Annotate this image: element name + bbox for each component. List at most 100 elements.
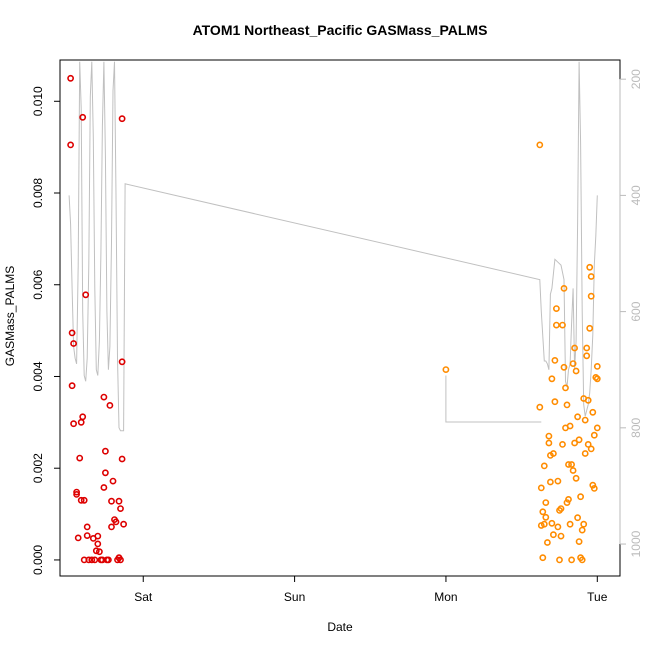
data-point xyxy=(590,484,598,492)
data-point xyxy=(117,505,124,512)
data-point xyxy=(74,534,82,542)
data-point xyxy=(560,284,568,292)
data-point xyxy=(551,398,559,406)
data-point xyxy=(88,556,96,564)
pressure-trace-layer xyxy=(68,61,598,432)
data-point xyxy=(118,358,126,366)
data-point xyxy=(120,520,127,528)
y-tick-label: 0.000 xyxy=(31,545,45,575)
data-point xyxy=(571,344,578,352)
x-tick-label: Sun xyxy=(284,590,305,604)
data-point xyxy=(584,440,592,448)
data-point xyxy=(77,496,85,504)
data-point xyxy=(586,324,594,332)
data-point xyxy=(575,538,583,545)
data-point xyxy=(80,496,88,504)
data-point xyxy=(547,478,554,486)
data-point xyxy=(100,393,108,401)
data-point xyxy=(574,413,581,421)
data-point xyxy=(566,520,574,528)
data-point xyxy=(539,554,547,562)
data-points-layer xyxy=(67,74,601,564)
data-point xyxy=(575,436,583,444)
data-point xyxy=(577,493,584,501)
x-axis-label: Date xyxy=(327,620,353,634)
data-point xyxy=(562,384,569,392)
data-point xyxy=(587,292,595,300)
y-tick-label: 0.010 xyxy=(31,86,45,116)
data-point xyxy=(545,439,553,447)
x-tick-label: Sat xyxy=(134,590,153,604)
data-point xyxy=(85,556,93,564)
data-point xyxy=(70,420,77,428)
data-point xyxy=(540,520,548,528)
data-point xyxy=(118,115,126,123)
data-point xyxy=(560,363,568,371)
right-tick-label: 1000 xyxy=(629,530,643,557)
data-point xyxy=(118,455,126,463)
data-point xyxy=(537,484,545,492)
right-tick-label: 600 xyxy=(629,301,643,321)
data-point xyxy=(551,356,559,364)
data-point xyxy=(92,547,100,555)
data-point xyxy=(566,422,574,430)
data-point xyxy=(563,401,571,409)
data-point xyxy=(94,540,102,548)
x-tick-label: Mon xyxy=(434,590,457,604)
right-pressure-axis: 200 400 600 800 1000 xyxy=(619,69,643,557)
data-point xyxy=(590,431,598,439)
data-point xyxy=(117,556,124,564)
data-point xyxy=(536,141,544,149)
data-point xyxy=(105,556,112,564)
right-tick-label: 200 xyxy=(629,69,643,89)
data-point xyxy=(557,532,565,540)
data-point xyxy=(542,513,550,521)
data-point xyxy=(580,520,588,528)
pressure-line-segment xyxy=(445,375,542,423)
y-tick-label: 0.002 xyxy=(31,453,45,483)
data-point xyxy=(565,461,572,468)
data-point xyxy=(559,321,566,329)
data-point xyxy=(544,539,551,546)
right-tick-label: 800 xyxy=(629,417,643,437)
chart-title: ATOM1 Northeast_Pacific GASMass_PALMS xyxy=(193,22,488,38)
data-point xyxy=(553,305,560,312)
data-point xyxy=(102,447,109,455)
data-point xyxy=(79,113,87,121)
data-point xyxy=(568,461,575,468)
data-point xyxy=(83,532,91,539)
data-point xyxy=(574,514,581,522)
data-point xyxy=(593,424,601,432)
data-point xyxy=(553,321,560,329)
data-point xyxy=(578,526,586,534)
data-point xyxy=(589,408,597,416)
data-point xyxy=(83,523,91,531)
data-point xyxy=(540,462,548,470)
data-point xyxy=(115,497,123,505)
data-point xyxy=(77,418,85,426)
data-point xyxy=(548,519,556,527)
data-point xyxy=(536,403,544,411)
data-point xyxy=(550,531,557,539)
data-point xyxy=(94,532,102,540)
right-tick-label: 400 xyxy=(629,185,643,205)
data-point xyxy=(587,273,595,280)
data-point xyxy=(70,340,77,347)
data-point xyxy=(559,440,566,448)
data-point xyxy=(586,263,594,271)
data-point xyxy=(76,454,84,462)
y-tick-label: 0.006 xyxy=(31,269,45,299)
x-tick-label: Tue xyxy=(587,590,608,604)
y-axis: 0.000 0.002 0.004 0.006 0.008 0.010 xyxy=(31,86,61,575)
data-point xyxy=(108,523,115,531)
x-axis: Sat Sun Mon Tue xyxy=(134,575,608,604)
data-point xyxy=(100,484,108,491)
data-point xyxy=(583,352,591,360)
data-point xyxy=(102,469,109,477)
data-point xyxy=(572,367,580,375)
y-axis-label: GASMass_PALMS xyxy=(3,266,17,366)
data-point xyxy=(569,467,577,474)
data-point xyxy=(73,488,80,496)
plot-frame xyxy=(59,59,621,577)
